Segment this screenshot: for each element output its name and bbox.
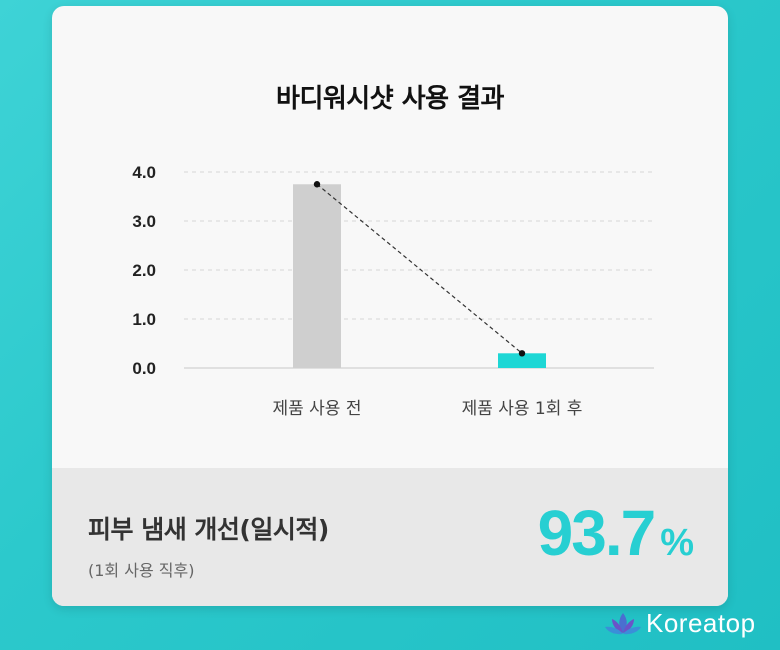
bar: [498, 353, 546, 368]
brand-watermark: Koreatop: [604, 608, 756, 639]
y-tick-label: 4.0: [132, 163, 156, 182]
brand-name: Koreatop: [646, 608, 756, 638]
result-card: 바디워시샷 사용 결과 0.0 1.0 2.0 3.0 4.0 제품 사용 전 제품 사용 …: [52, 6, 728, 606]
metric-note: (1회 사용 직후): [88, 561, 195, 580]
metric-unit: %: [660, 522, 694, 564]
lotus-icon: [605, 612, 641, 634]
x-category-label: 제품 사용 전: [272, 399, 361, 419]
y-tick-label: 0.0: [132, 359, 156, 378]
metric-number: 93.7: [537, 497, 657, 569]
chart-title: 바디워시샷 사용 결과: [276, 84, 504, 114]
bar-chart: 0.0 1.0 2.0 3.0 4.0 제품 사용 전 제품 사용 1회 후: [132, 163, 654, 419]
bar: [293, 184, 341, 368]
data-point: [313, 181, 321, 188]
trend-line: [316, 183, 523, 354]
result-panel: 피부 냄새 개선(일시적) (1회 사용 직후) 93.7 %: [52, 468, 728, 606]
y-tick-label: 3.0: [132, 212, 156, 231]
metric-label: 피부 냄새 개선(일시적): [88, 515, 329, 544]
y-tick-label: 1.0: [132, 310, 156, 329]
y-tick-label: 2.0: [132, 261, 156, 280]
metric-value: 93.7 %: [538, 496, 694, 570]
x-category-label: 제품 사용 1회 후: [462, 399, 583, 419]
data-point: [518, 350, 526, 357]
